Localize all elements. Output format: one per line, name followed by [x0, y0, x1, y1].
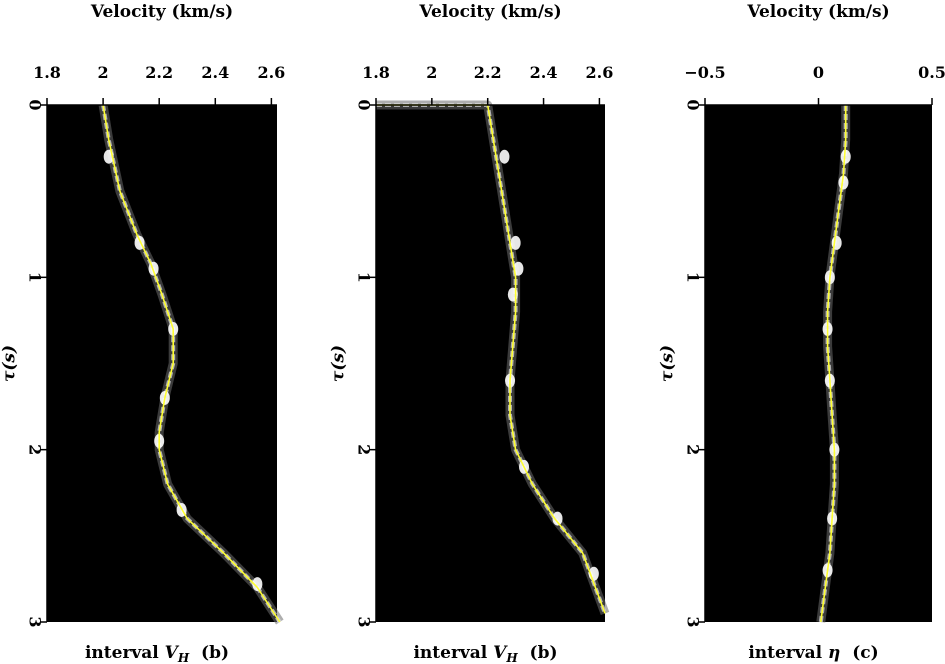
y-tick-label: 3 — [26, 616, 45, 627]
y-tick-label: 3 — [355, 616, 374, 627]
y-tick-label: 2 — [26, 444, 45, 455]
panel-caption: interval η (c) — [748, 643, 878, 663]
y-tick-label: 1 — [684, 272, 703, 283]
semblance-peak — [840, 149, 851, 164]
picked-curve — [820, 105, 847, 623]
x-tick-label: 1.8 — [33, 63, 61, 82]
semblance-peak — [838, 175, 849, 190]
x-tick-label: 2.2 — [145, 63, 173, 82]
semblance-peak — [252, 577, 263, 592]
y-tick-label: 2 — [355, 444, 374, 455]
panel-2: Velocity (km/s) 1.8 2 2.2 2.4 2.6 0 1 2 3 τ(s) inte… — [329, 2, 614, 664]
picked-curve — [376, 104, 606, 614]
x-tick-label: 2 — [98, 63, 109, 82]
plot-background — [47, 105, 277, 622]
y-tick-label: 0 — [355, 99, 374, 110]
semblance-peak — [513, 261, 524, 276]
x-tick-label: 0.5 — [918, 63, 945, 82]
x-tick-label: 2.2 — [474, 63, 502, 82]
panel-3: Velocity (km/s) −0.5 0 0.5 0 1 2 3 τ(s) interval … — [658, 2, 945, 663]
x-tick-label: 2.4 — [530, 63, 558, 82]
y-tick-label: 2 — [684, 444, 703, 455]
x-tick-label: 2.4 — [201, 63, 229, 82]
y-tick-label: 1 — [26, 272, 45, 283]
picked-curve — [102, 104, 281, 623]
panel-caption: interval VH (b) — [413, 643, 557, 664]
y-tick-label: 0 — [684, 99, 703, 110]
panel-title: Velocity (km/s) — [418, 2, 561, 22]
panel-title: Velocity (km/s) — [90, 2, 233, 22]
panel-title: Velocity (km/s) — [746, 2, 889, 22]
x-tick-label: −0.5 — [684, 63, 725, 82]
semblance-peak — [552, 511, 563, 526]
x-tick-label: 1.8 — [362, 63, 390, 82]
y-tick-label: 0 — [26, 99, 45, 110]
x-tick-label: 2 — [426, 63, 437, 82]
y-axis-label: τ(s) — [0, 345, 20, 382]
y-axis-label: τ(s) — [658, 345, 678, 382]
y-axis-label: τ(s) — [329, 345, 349, 382]
y-tick-label: 3 — [684, 616, 703, 627]
semblance-peak — [510, 235, 521, 250]
x-tick-label: 2.6 — [585, 63, 613, 82]
plot-background — [705, 105, 932, 622]
semblance-peak — [499, 149, 510, 164]
x-tick-label: 0 — [813, 63, 824, 82]
panel-caption: interval VH (b) — [85, 643, 229, 664]
y-tick-label: 1 — [355, 272, 374, 283]
panel-1: Velocity (km/s) 1.8 2 2.2 2.4 2.6 0 1 2 3 τ(s) inte… — [0, 2, 285, 664]
x-tick-label: 2.6 — [257, 63, 285, 82]
